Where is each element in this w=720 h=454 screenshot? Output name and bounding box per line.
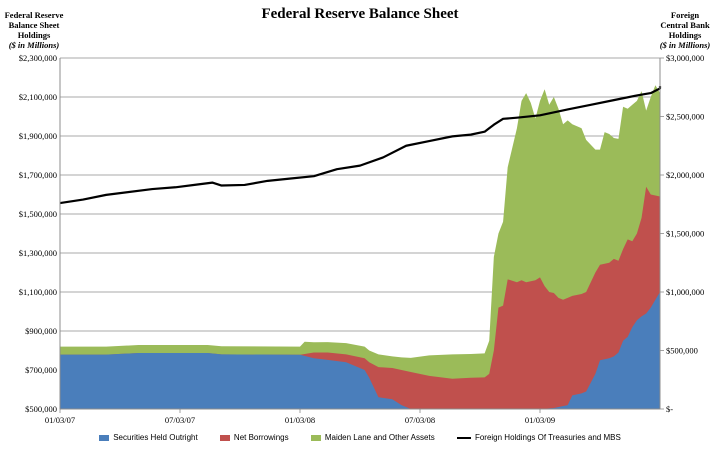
y-left-tick-label-3: $1,100,000	[19, 287, 57, 297]
x-tick-label-1: 07/03/07	[165, 415, 195, 425]
legend-swatch-borrowings	[219, 435, 230, 442]
y-right-tick-label-4: $2,000,000	[666, 170, 704, 180]
y-left-tick-label-9: $2,300,000	[19, 53, 57, 63]
legend-label-borrowings: Net Borrowings	[233, 433, 289, 443]
y-right-tick-label-6: $3,000,000	[666, 53, 704, 63]
right-axis-label-line2: Central Bank	[660, 20, 710, 30]
legend-label-maiden: Maiden Lane and Other Assets	[324, 433, 435, 443]
left-axis-label: Federal Reserve Balance Sheet Holdings (…	[2, 10, 66, 50]
legend-label-securities: Securities Held Outright	[113, 433, 198, 443]
x-tick-label-0: 01/03/07	[45, 415, 75, 425]
line-series-foreign	[59, 86, 662, 205]
line-series	[59, 86, 662, 205]
y-right-tick-label-2: $1,000,000	[666, 287, 704, 297]
legend-item-foreign: Foreign Holdings Of Treasuries and MBS	[456, 433, 621, 443]
right-axis-label-line3: Holdings	[668, 30, 702, 40]
left-axis-unit: ($ in Millions)	[8, 40, 60, 50]
y-left-tick-label-0: $500,000	[25, 404, 57, 414]
legend-item-securities: Securities Held Outright	[99, 433, 198, 443]
area-series	[60, 85, 660, 410]
left-axis-label-line2: Balance Sheet	[8, 20, 60, 30]
right-axis-label-line1: Foreign	[670, 10, 700, 20]
y-right-tick-label-1: $500,000	[666, 346, 698, 356]
legend-swatch-foreign	[456, 437, 471, 440]
axes	[59, 57, 664, 413]
left-axis-label-line3: Holdings	[17, 30, 51, 40]
legend-label-foreign: Foreign Holdings Of Treasuries and MBS	[474, 433, 621, 443]
right-axis-label: Foreign Central Bank Holdings ($ in Mill…	[652, 10, 718, 50]
y-left-tick-label-7: $1,900,000	[19, 131, 57, 141]
legend-item-maiden: Maiden Lane and Other Assets	[310, 433, 435, 443]
y-left-tick-label-6: $1,700,000	[19, 170, 57, 180]
y-right-tick-label-3: $1,500,000	[666, 229, 704, 239]
tick-labels: $500,000 $700,000 $900,000 $1,100,000 $1,300…	[19, 53, 705, 425]
left-axis-label-line1: Federal Reserve	[4, 10, 64, 20]
y-left-tick-label-1: $700,000	[25, 365, 57, 375]
y-left-tick-label-2: $900,000	[25, 326, 57, 336]
right-axis-unit: ($ in Millions)	[659, 40, 711, 50]
legend-swatch-maiden	[310, 435, 321, 442]
legend-item-borrowings: Net Borrowings	[219, 433, 289, 443]
y-left-tick-label-4: $1,300,000	[19, 248, 57, 258]
y-right-tick-label-5: $2,500,000	[666, 112, 704, 122]
x-tick-label-4: 01/03/09	[525, 415, 555, 425]
y-left-tick-label-8: $2,100,000	[19, 92, 57, 102]
x-tick-label-3: 07/03/08	[405, 415, 435, 425]
legend: Securities Held Outright Net Borrowings …	[0, 433, 720, 442]
x-tick-label-2: 01/03/08	[285, 415, 315, 425]
y-right-tick-label-0: $-	[666, 404, 673, 414]
chart-title: Federal Reserve Balance Sheet	[261, 6, 459, 22]
area-series-securities	[60, 280, 660, 409]
legend-swatch-securities	[99, 435, 110, 442]
y-left-tick-label-5: $1,500,000	[19, 209, 57, 219]
